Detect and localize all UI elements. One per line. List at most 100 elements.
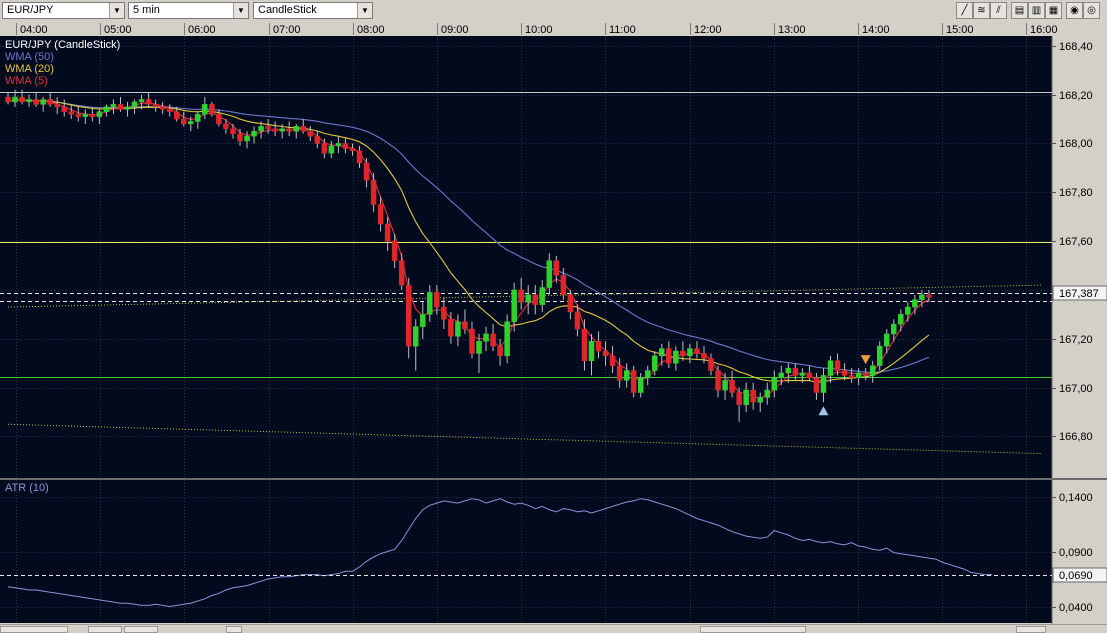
candle [47, 92, 53, 107]
candle [630, 365, 637, 398]
interval-select[interactable]: 5 min ▼ [128, 2, 249, 19]
candle [455, 314, 461, 347]
time-tick-label: 06:00 [188, 24, 216, 36]
legend-wma20: WMA (20) [5, 63, 54, 75]
price-panel[interactable] [0, 36, 1052, 478]
line-tool-button[interactable]: ╱ [956, 2, 973, 19]
channel-tool-button[interactable]: ⫽ [990, 2, 1007, 19]
candle-body [75, 113, 82, 117]
candle [757, 392, 763, 413]
zoom-out-button[interactable]: ◎ [1083, 2, 1100, 19]
candle [553, 255, 560, 283]
candle-body [82, 113, 89, 117]
candle-body [834, 360, 841, 371]
candle-body [912, 299, 918, 308]
candle-body [673, 350, 679, 364]
candle [532, 285, 538, 315]
price-axis [1052, 36, 1107, 624]
candle [223, 119, 229, 134]
candle-body [40, 99, 46, 105]
candle-body [328, 145, 335, 154]
zoom-out-icon: ◎ [1087, 5, 1096, 16]
atr-tick-label: 0,1400 [1059, 492, 1093, 504]
candle [342, 138, 349, 154]
time-tick-label: 16:00 [1030, 24, 1058, 36]
candle [216, 109, 222, 127]
price-tick-label: 168,40 [1059, 41, 1093, 53]
candle [12, 89, 18, 107]
candle [659, 343, 665, 366]
candle [279, 123, 285, 139]
candle [138, 94, 145, 110]
candle [644, 365, 651, 386]
candle-body [806, 372, 813, 379]
chevron-down-icon[interactable]: ▼ [357, 3, 372, 18]
fibonacci-tool-button[interactable]: ≋ [973, 2, 990, 19]
candle [602, 341, 609, 366]
candle [771, 370, 778, 398]
candle [926, 289, 932, 303]
candle-body [595, 340, 602, 352]
chevron-down-icon[interactable]: ▼ [233, 3, 248, 18]
candle-body [869, 365, 876, 376]
candle [729, 370, 735, 398]
candle-body [370, 179, 377, 205]
candle [673, 346, 679, 371]
candle-body [792, 367, 799, 376]
symbol-select[interactable]: EUR/JPY ▼ [2, 2, 125, 19]
candle-body [511, 289, 517, 322]
candle [321, 138, 328, 159]
candle-body [771, 377, 778, 391]
atr-panel[interactable] [0, 480, 1052, 623]
candle-body [398, 260, 405, 286]
candle [567, 289, 574, 320]
candle-body [61, 106, 67, 112]
candle-body [609, 355, 616, 366]
candle-body [652, 355, 658, 371]
grid-medium-button[interactable]: ▥ [1028, 2, 1045, 19]
grid-large-button[interactable]: ▦ [1045, 2, 1062, 19]
candle-body [623, 370, 630, 381]
chart-style-select[interactable]: CandleStick ▼ [253, 2, 373, 19]
candle [427, 285, 433, 322]
candle-body [469, 328, 475, 354]
candle-body [504, 321, 510, 357]
chart-title: EUR/JPY (CandleStick) [5, 39, 120, 51]
candle-body [567, 294, 574, 313]
channel-line [7, 284, 1042, 308]
candle-body [813, 377, 820, 393]
candle-body [420, 314, 426, 327]
candle [715, 365, 721, 398]
chart-area[interactable]: 04:00 05:00 06:00 07:00 08:00 09:00 10:00 11:00… [0, 22, 1107, 624]
candle-body [391, 240, 398, 261]
regression-channel [7, 284, 1042, 455]
candle-body [687, 348, 693, 357]
candle [405, 277, 412, 359]
candle [370, 172, 377, 212]
price-labels: 168,40168,20168,00167,80167,60167,40167,… [1052, 41, 1093, 443]
candle [195, 111, 201, 129]
candle-body [483, 333, 489, 342]
candle [314, 131, 321, 149]
candle [188, 116, 194, 132]
candle [5, 92, 11, 105]
candle-body [898, 314, 904, 325]
candle-body [441, 306, 447, 320]
candle [560, 267, 567, 300]
line-tool-icon: ╱ [961, 5, 968, 16]
price-tick-label: 167,60 [1059, 236, 1093, 248]
candle-body [891, 323, 897, 335]
candle [441, 297, 447, 330]
candle [434, 285, 440, 315]
candle [827, 355, 834, 383]
zoom-in-button[interactable]: ◉ [1066, 2, 1083, 19]
candle-body [497, 345, 503, 357]
time-tick-label: 14:00 [862, 24, 890, 36]
candle-body [363, 162, 370, 181]
current-price-label: 167,387 [1059, 288, 1099, 300]
candle-body [12, 96, 18, 103]
chevron-down-icon[interactable]: ▼ [109, 3, 124, 18]
grid-small-button[interactable]: ▤ [1011, 2, 1028, 19]
candle [497, 338, 503, 366]
candle-body [750, 389, 756, 403]
